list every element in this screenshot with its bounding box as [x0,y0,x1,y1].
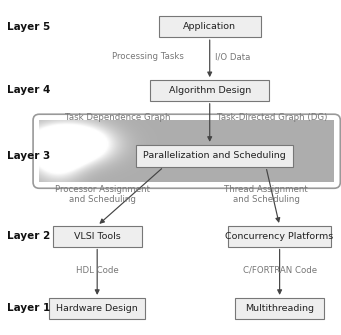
FancyBboxPatch shape [150,80,269,101]
FancyBboxPatch shape [49,298,145,319]
Text: Processor Assignment
and Scheduling: Processor Assignment and Scheduling [55,185,150,204]
Text: Algorithm Design: Algorithm Design [168,86,251,95]
Text: Processing Tasks: Processing Tasks [112,53,184,61]
Text: VLSI Tools: VLSI Tools [74,232,121,241]
Text: Layer 3: Layer 3 [7,151,50,161]
Text: Layer 1: Layer 1 [7,303,50,313]
FancyBboxPatch shape [235,298,324,319]
Text: Task-Directed Graph (DG): Task-Directed Graph (DG) [217,113,327,122]
Text: C/FORTRAN Code: C/FORTRAN Code [242,266,317,275]
Text: I/O Data: I/O Data [215,53,250,61]
FancyBboxPatch shape [53,226,142,247]
Text: Hardware Design: Hardware Design [56,304,138,313]
Text: Task Dependence Graph: Task Dependence Graph [65,113,170,122]
FancyBboxPatch shape [159,16,261,37]
Text: Layer 5: Layer 5 [7,22,50,32]
Text: HDL Code: HDL Code [76,266,119,275]
FancyBboxPatch shape [228,226,331,247]
Text: Layer 4: Layer 4 [7,85,50,95]
Text: Layer 2: Layer 2 [7,231,50,241]
Text: Multithreading: Multithreading [245,304,314,313]
Text: Thread Assignment
and Scheduling: Thread Assignment and Scheduling [224,185,308,204]
FancyBboxPatch shape [136,145,293,166]
Text: Parallelization and Scheduling: Parallelization and Scheduling [144,151,286,160]
Text: Concurrency Platforms: Concurrency Platforms [225,232,334,241]
Text: Application: Application [183,22,236,31]
